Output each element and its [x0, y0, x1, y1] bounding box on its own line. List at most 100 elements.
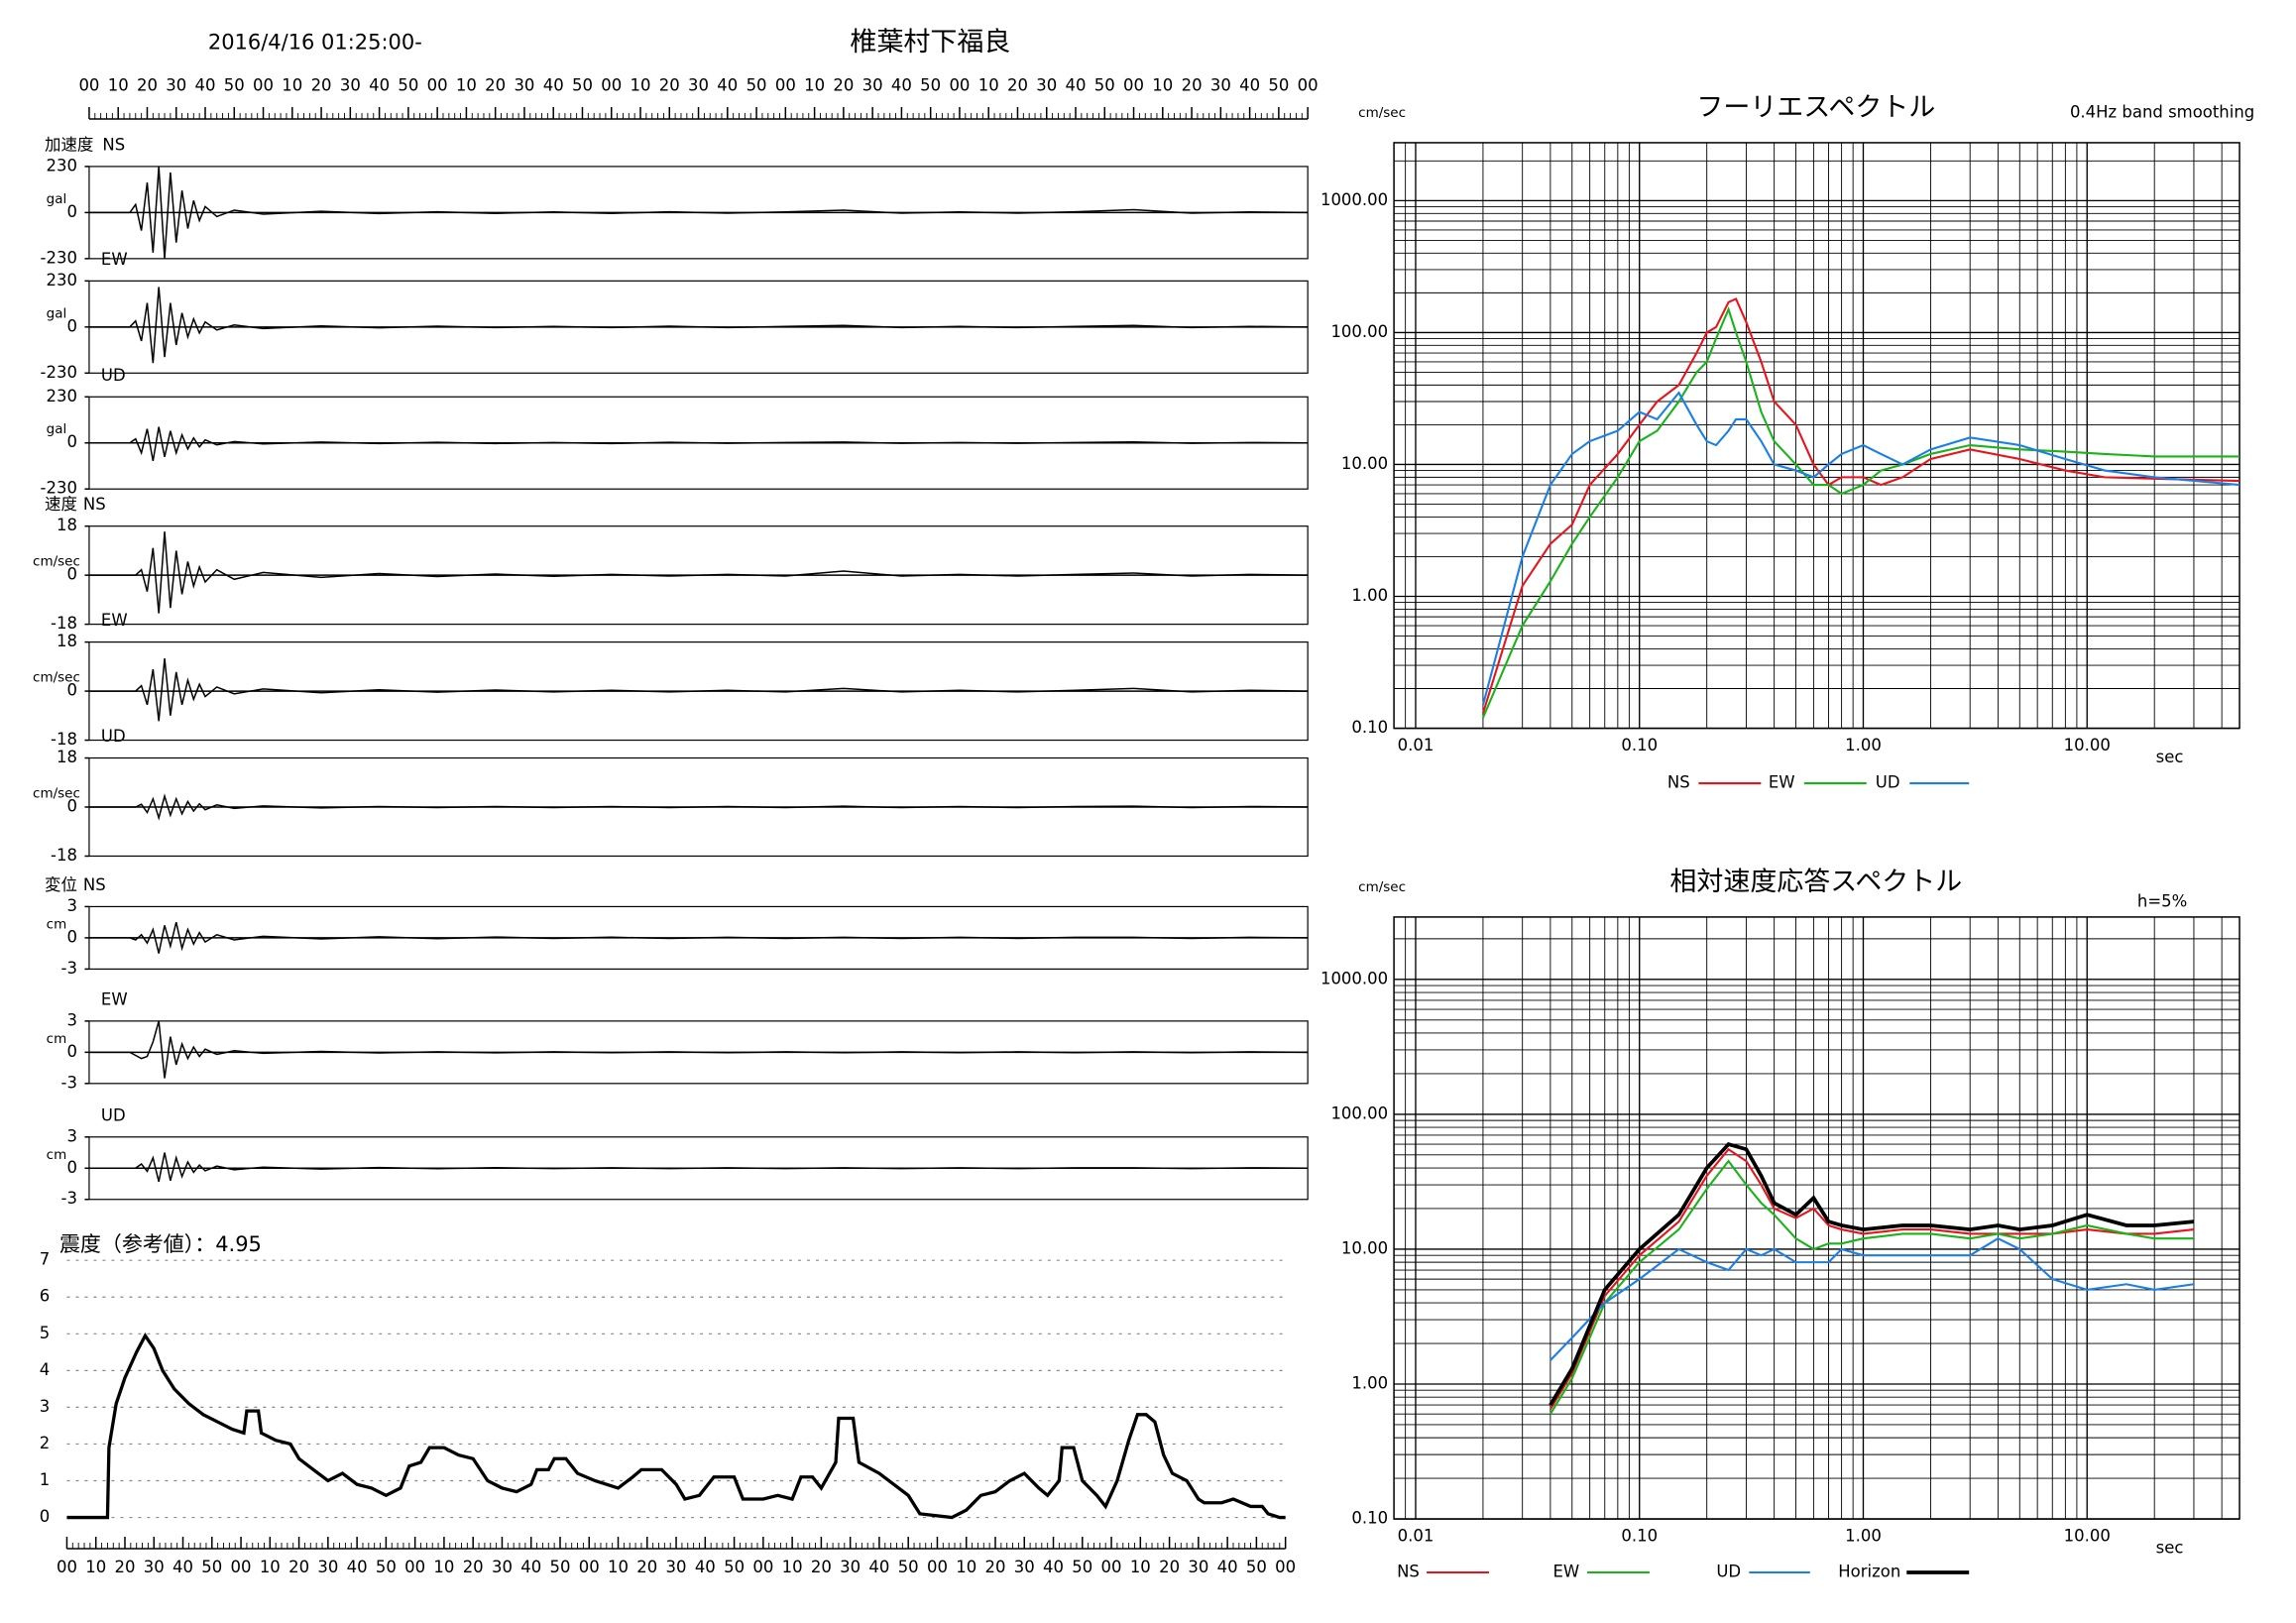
x-tick-label: 10 [804, 75, 825, 94]
x-axis-label: sec [2156, 1539, 2184, 1558]
x-tick-label: 30 [1014, 1558, 1035, 1576]
x-tick-label: 50 [1268, 75, 1289, 94]
unit-label: cm [47, 1147, 67, 1163]
x-tick-label: 0.01 [1398, 1527, 1435, 1546]
x-tick-label: 10 [1130, 1558, 1151, 1576]
x-tick-label: 20 [485, 75, 506, 94]
x-tick-label: 10 [956, 1558, 976, 1576]
x-tick-label: 20 [833, 75, 854, 94]
y-tick-label: -3 [61, 959, 77, 978]
unit-label: cm/sec [33, 786, 80, 802]
y-tick-label: 1 [40, 1470, 50, 1489]
group-label: 変位 [45, 875, 77, 894]
x-tick-label: 00 [949, 75, 970, 94]
spectrum-line [1481, 297, 2240, 714]
unit-label: cm [47, 1031, 67, 1047]
chart-title: 相対速度応答スペクトル [1669, 867, 1962, 897]
x-tick-label: 00 [579, 1558, 600, 1576]
y-tick-label: -230 [41, 363, 77, 382]
x-tick-label: 40 [1217, 1558, 1238, 1576]
x-tick-label: 00 [601, 75, 622, 94]
waveform-trace [88, 793, 1309, 821]
legend-label: NS [1397, 1563, 1420, 1581]
y-tick-label: 1.00 [1351, 586, 1388, 605]
x-tick-label: 20 [811, 1558, 832, 1576]
y-tick-label: 10.00 [1341, 1238, 1388, 1257]
x-tick-label: 20 [1007, 75, 1028, 94]
component-label: EW [101, 611, 128, 630]
y-axis-label: cm/sec [1358, 879, 1406, 895]
y-tick-label: 0 [40, 1507, 50, 1526]
y-tick-label: 7 [40, 1250, 50, 1269]
waveform-trace [88, 922, 1309, 954]
legend-label: EW [1552, 1563, 1579, 1581]
y-tick-label: 1000.00 [1320, 969, 1388, 987]
x-tick-label: 10 [608, 1558, 629, 1576]
y-tick-label: 0 [66, 927, 76, 946]
y-tick-label: 1000.00 [1320, 190, 1388, 209]
x-tick-label: 40 [520, 1558, 541, 1576]
y-tick-label: 0 [66, 1158, 76, 1177]
x-tick-label: 10 [978, 75, 999, 94]
y-tick-label: 0 [66, 681, 76, 700]
x-tick-label: 10 [782, 1558, 803, 1576]
y-tick-label: 6 [40, 1287, 50, 1306]
x-tick-label: 00 [775, 75, 796, 94]
component-label: NS [83, 495, 106, 514]
y-tick-label: 4 [40, 1360, 50, 1379]
waveform-trace [88, 426, 1309, 462]
x-tick-label: 1.00 [1845, 1527, 1882, 1546]
x-tick-label: 0.10 [1621, 736, 1658, 754]
x-tick-label: 30 [1188, 1558, 1208, 1576]
waveform-trace [88, 531, 1309, 614]
unit-label: cm/sec [33, 670, 80, 686]
x-tick-label: 00 [78, 75, 99, 94]
x-tick-label: 40 [1239, 75, 1260, 94]
y-tick-label: 3 [66, 1010, 76, 1029]
y-tick-label: -3 [61, 1189, 77, 1208]
x-tick-label: 30 [840, 1558, 861, 1576]
x-tick-label: 00 [404, 1558, 425, 1576]
waveform-trace [88, 1152, 1309, 1183]
waveform-trace [88, 166, 1309, 259]
spectrum-line [1549, 1141, 2195, 1407]
x-tick-label: 40 [172, 1558, 193, 1576]
y-tick-label: 18 [57, 516, 77, 534]
y-tick-label: -18 [51, 730, 77, 749]
x-tick-label: 30 [166, 75, 186, 94]
x-tick-label: 50 [1072, 1558, 1092, 1576]
x-tick-label: 30 [340, 75, 361, 94]
x-tick-label: 50 [572, 75, 593, 94]
x-tick-label: 00 [253, 75, 274, 94]
x-tick-label: 10 [282, 75, 302, 94]
x-tick-label: 10.00 [2064, 1527, 2111, 1546]
spectrum-line [1481, 305, 2240, 719]
component-label: NS [83, 875, 106, 894]
x-tick-label: 20 [1159, 1558, 1180, 1576]
x-tick-label: 10 [260, 1558, 281, 1576]
y-tick-label: 0 [66, 202, 76, 221]
chart-subtitle: h=5% [2137, 891, 2187, 910]
y-tick-label: -18 [51, 846, 77, 865]
y-axis-label: cm/sec [1358, 105, 1406, 121]
x-tick-label: 30 [492, 1558, 513, 1576]
y-tick-label: 230 [47, 387, 77, 406]
y-tick-label: 5 [40, 1324, 50, 1342]
unit-label: gal [47, 305, 67, 321]
x-tick-label: 00 [1101, 1558, 1122, 1576]
x-tick-label: 40 [868, 1558, 889, 1576]
waveform-trace [88, 287, 1309, 364]
plot-frame [1393, 142, 2240, 730]
x-tick-label: 00 [752, 1558, 773, 1576]
legend-label: NS [1667, 773, 1690, 792]
y-tick-label: -230 [41, 248, 77, 267]
x-axis-label: sec [2156, 748, 2184, 766]
x-tick-label: 30 [666, 1558, 687, 1576]
x-tick-label: 00 [57, 1558, 77, 1576]
component-label: EW [101, 250, 128, 269]
y-tick-label: 100.00 [1330, 322, 1388, 341]
y-tick-label: 0.10 [1351, 718, 1388, 737]
x-tick-label: 30 [1036, 75, 1057, 94]
x-tick-label: 00 [927, 1558, 948, 1576]
